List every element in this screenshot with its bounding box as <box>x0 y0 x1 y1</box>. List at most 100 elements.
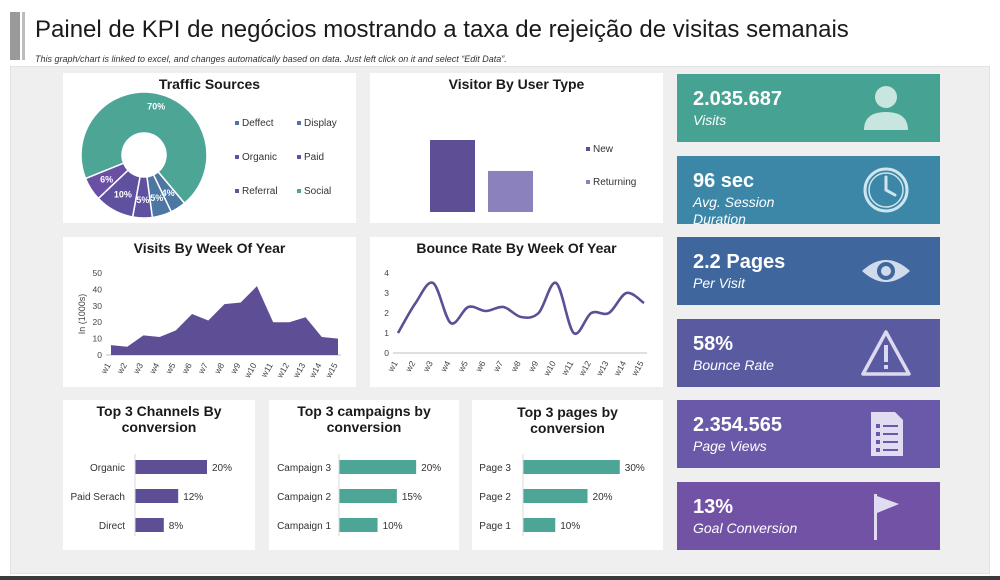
y-tick-label: 10 <box>93 334 103 344</box>
x-tick-label: w2 <box>114 361 129 377</box>
kpi-page-views[interactable]: 2.354.565 Page Views <box>677 400 940 468</box>
pages-title-line1: Top 3 pages by <box>517 404 618 420</box>
visits-week-card[interactable]: Visits By Week Of Year w1 w2 w3 w4 w5 w6 w7 w8 w… <box>63 237 356 387</box>
kpi-session-label: Avg. Session <box>693 194 775 210</box>
warning-icon <box>861 330 911 376</box>
x-tick-label: w13 <box>290 361 307 381</box>
bounce-week-chart[interactable]: w1 w2 w3 w4 w5 w6 w7 w8 w9 w10 w11 w12 w13 w14 w15 0 1 2 3… <box>370 237 663 387</box>
legend-swatch <box>297 189 301 193</box>
campaigns-title-line1: Top 3 campaigns by <box>297 403 431 419</box>
x-tick-label: w14 <box>307 361 324 381</box>
kpi-visits-label: Visits <box>693 112 727 128</box>
visitor-type-card[interactable]: Visitor By User Type New Returning <box>370 73 663 223</box>
campaigns-chart[interactable]: Campaign 3 20% Campaign 2 15% Campaign 1 10% <box>269 400 459 550</box>
x-tick-label: w9 <box>526 359 541 375</box>
x-tick-label: w12 <box>274 361 291 381</box>
visits-week-title: Visits By Week Of Year <box>133 240 286 256</box>
legend-swatch <box>586 147 590 151</box>
bar-new <box>430 140 475 212</box>
bar-page-3 <box>523 460 620 474</box>
pie-slice-label: 4% <box>162 188 175 198</box>
bar-value-label: 8% <box>169 521 184 532</box>
title-accent-bar-thin <box>22 12 25 60</box>
traffic-sources-card[interactable]: Traffic Sources 70% 4% 5% 5% 10% 6% Deffect Dis… <box>63 73 356 223</box>
kpi-pages[interactable]: 2.2 Pages Per Visit <box>677 237 940 305</box>
kpi-pages-label: Per Visit <box>693 275 745 291</box>
clock-icon <box>863 167 909 213</box>
x-tick-label: w10 <box>242 361 259 381</box>
pie-slice-social <box>80 91 208 205</box>
kpi-session-label-2: Duration <box>693 211 746 227</box>
x-tick-label: w12 <box>576 359 593 379</box>
x-tick-label: w6 <box>179 361 194 377</box>
y-tick-label: 1 <box>384 328 389 338</box>
x-tick-label: w7 <box>491 359 506 375</box>
bar-category-label: Page 3 <box>479 463 511 474</box>
x-tick-label: w8 <box>212 361 227 377</box>
x-tick-label: w10 <box>541 359 558 379</box>
eye-icon <box>862 260 910 282</box>
pie-slice-label: 6% <box>100 175 113 185</box>
legend-label: Returning <box>593 177 636 188</box>
pie-slice-label: 10% <box>114 190 132 200</box>
x-tick-label: w5 <box>455 359 470 375</box>
pages-card[interactable]: Top 3 pages by conversion Page 3 30% Page … <box>472 400 663 550</box>
kpi-goal-value: 13% <box>693 496 734 518</box>
legend-swatch <box>235 155 239 159</box>
kpi-visits[interactable]: 2.035.687 Visits <box>677 74 940 142</box>
bar-value-label: 10% <box>560 521 580 532</box>
kpi-session[interactable]: 96 sec Avg. Session Duration <box>677 156 940 227</box>
y-tick-label: 3 <box>384 288 389 298</box>
bar-value-label: 20% <box>593 492 613 503</box>
x-tick-label: w8 <box>508 359 523 375</box>
bar-category-label: Paid Serach <box>71 492 125 503</box>
bar-organic <box>135 460 207 474</box>
x-tick-label: w3 <box>420 359 435 375</box>
pages-chart[interactable]: Page 3 30% Page 2 20% Page 1 10% <box>472 400 663 550</box>
area-series <box>111 286 338 355</box>
bounce-week-card[interactable]: Bounce Rate By Week Of Year w1 w2 w3 w4 w5 w6… <box>370 237 663 387</box>
campaigns-card[interactable]: Top 3 campaigns by conversion Campaign 3… <box>269 400 459 550</box>
bounce-week-title: Bounce Rate By Week Of Year <box>416 240 617 256</box>
user-icon <box>864 86 908 130</box>
x-tick-label: w1 <box>98 361 113 377</box>
flag-icon <box>874 494 899 540</box>
legend-label: Deffect <box>242 118 274 129</box>
page-subtitle: This graph/chart is linked to excel, and… <box>35 54 507 64</box>
x-tick-label: w14 <box>611 359 628 379</box>
x-tick-label: w1 <box>385 359 400 375</box>
title-accent-bar <box>10 12 20 60</box>
bar-value-label: 15% <box>402 492 422 503</box>
bar-category-label: Page 2 <box>479 492 511 503</box>
x-tick-label: w6 <box>473 359 488 375</box>
channels-chart[interactable]: Organic 20% Paid Serach 12% Direct 8% <box>63 400 255 550</box>
traffic-sources-title: Traffic Sources <box>158 76 261 92</box>
x-tick-label: w4 <box>147 361 162 377</box>
bar-category-label: Campaign 2 <box>277 492 331 503</box>
kpi-bounce[interactable]: 58% Bounce Rate <box>677 319 940 387</box>
x-tick-label: w15 <box>629 359 646 379</box>
kpi-pages-value: 2.2 Pages <box>693 251 786 273</box>
channels-card[interactable]: Top 3 Channels By conversion Organic 20% P… <box>63 400 255 550</box>
visitor-type-chart[interactable]: New Returning <box>370 73 663 223</box>
campaigns-title-line2: conversion <box>326 419 402 435</box>
footer-divider <box>0 576 1000 580</box>
visits-week-chart[interactable]: w1 w2 w3 w4 w5 w6 w7 w8 w9 w10 w11 w12 w13 w14 w15 0 10 2… <box>63 237 356 387</box>
page-title: Painel de KPI de negócios mostrando a ta… <box>35 16 849 43</box>
y-tick-label: 50 <box>93 268 103 278</box>
kpi-goal[interactable]: 13% Goal Conversion <box>677 482 940 550</box>
y-tick-label: 20 <box>93 317 103 327</box>
y-tick-label: 4 <box>384 268 389 278</box>
kpi-page-views-label: Page Views <box>693 438 767 454</box>
legend-label: Referral <box>242 186 278 197</box>
bar-value-label: 20% <box>421 463 441 474</box>
channels-title-line1: Top 3 Channels By <box>96 403 222 419</box>
bar-page-2 <box>523 489 588 503</box>
legend-label: Organic <box>242 152 277 163</box>
pie-slice-label: 5% <box>150 193 163 203</box>
x-tick-label: w2 <box>403 359 418 375</box>
kpi-visits-value: 2.035.687 <box>693 88 782 110</box>
pie-slice-label: 5% <box>136 195 149 205</box>
y-tick-label: 2 <box>384 308 389 318</box>
